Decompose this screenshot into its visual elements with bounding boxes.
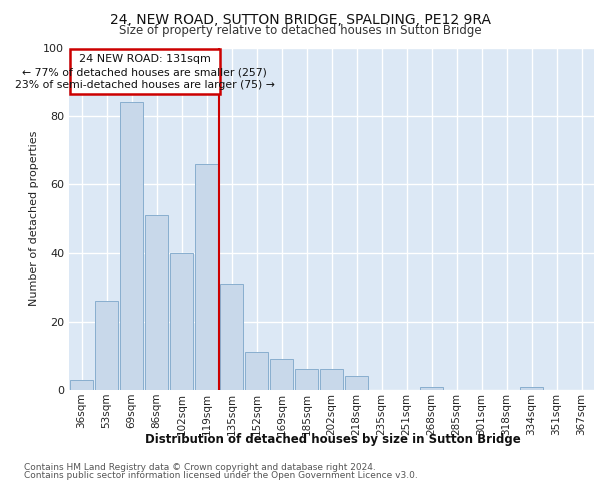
Y-axis label: Number of detached properties: Number of detached properties	[29, 131, 39, 306]
Text: Contains HM Land Registry data © Crown copyright and database right 2024.: Contains HM Land Registry data © Crown c…	[24, 462, 376, 471]
Bar	[420, 386, 443, 390]
Text: Distribution of detached houses by size in Sutton Bridge: Distribution of detached houses by size …	[145, 432, 521, 446]
FancyBboxPatch shape	[70, 49, 220, 94]
Bar	[195, 164, 218, 390]
Text: Contains public sector information licensed under the Open Government Licence v3: Contains public sector information licen…	[24, 472, 418, 480]
Bar	[320, 370, 343, 390]
Text: Size of property relative to detached houses in Sutton Bridge: Size of property relative to detached ho…	[119, 24, 481, 37]
Text: ← 77% of detached houses are smaller (257): ← 77% of detached houses are smaller (25…	[22, 67, 267, 77]
Bar	[95, 301, 118, 390]
Bar	[245, 352, 268, 390]
Bar	[220, 284, 243, 390]
Bar	[120, 102, 143, 390]
Bar	[295, 370, 318, 390]
Bar	[520, 386, 543, 390]
Text: 24, NEW ROAD, SUTTON BRIDGE, SPALDING, PE12 9RA: 24, NEW ROAD, SUTTON BRIDGE, SPALDING, P…	[110, 12, 491, 26]
Bar	[70, 380, 93, 390]
Bar	[270, 359, 293, 390]
Text: 23% of semi-detached houses are larger (75) →: 23% of semi-detached houses are larger (…	[14, 80, 274, 90]
Bar	[170, 253, 193, 390]
Bar	[145, 216, 168, 390]
Text: 24 NEW ROAD: 131sqm: 24 NEW ROAD: 131sqm	[79, 54, 211, 64]
Bar	[345, 376, 368, 390]
